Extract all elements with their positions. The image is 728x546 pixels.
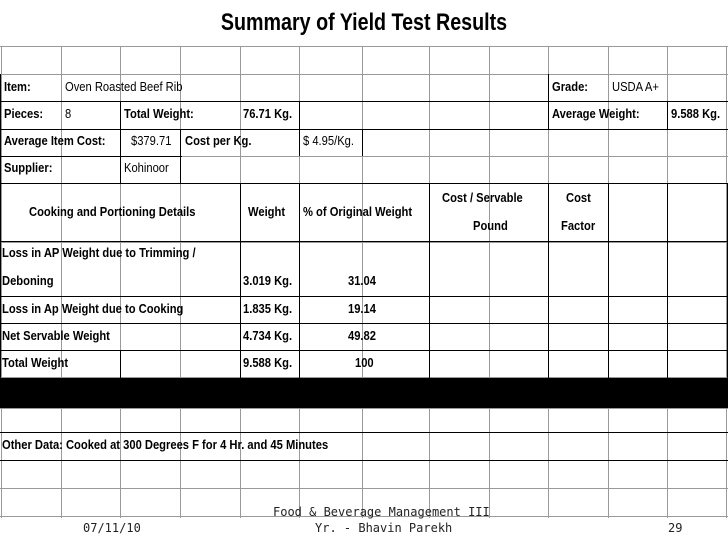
col-border — [299, 183, 300, 242]
yield-test-sheet: Summary of Yield Test Results Item: Oven… — [0, 9, 728, 518]
col-border — [362, 129, 363, 156]
row-pct: 100 — [355, 355, 374, 370]
row-label: Loss in AP Weight due to Trimming / — [2, 245, 196, 260]
grid-line — [61, 46, 62, 518]
col-border — [299, 242, 300, 378]
grid-line — [0, 156, 728, 157]
cost-per-kg-label: Cost per Kg. — [185, 133, 252, 148]
sheet-title: Summary of Yield Test Results — [220, 9, 508, 36]
footer-page-number: 29 — [668, 521, 683, 535]
header-cost-servable-1: Cost / Servable — [442, 190, 523, 205]
average-weight-label: Average Weight: — [552, 106, 640, 121]
row-weight: 4.734 Kg. — [243, 328, 293, 343]
row-border — [0, 432, 728, 433]
grade-value: USDA A+ — [612, 79, 659, 94]
row-border — [0, 350, 728, 351]
item-label: Item: — [4, 79, 31, 94]
other-data-note: Other Data: Cooked at 300 Degrees F for … — [2, 437, 329, 452]
grid-line — [726, 46, 727, 518]
row-border — [0, 296, 728, 297]
row-weight: 1.835 Kg. — [243, 301, 293, 316]
col-border — [608, 183, 609, 242]
grade-label: Grade: — [552, 79, 589, 94]
header-weight: Weight — [248, 204, 286, 219]
col-border — [120, 350, 121, 378]
grid-line — [0, 377, 728, 378]
item-value: Oven Roasted Beef Rib — [65, 79, 183, 94]
grid-line — [362, 46, 363, 518]
footer-author: Yr. - Bhavin Parekh — [315, 521, 453, 535]
pieces-value: 8 — [65, 106, 72, 121]
row-weight: 9.588 Kg. — [243, 355, 293, 370]
total-weight-label: Total Weight: — [124, 106, 194, 121]
col-border — [548, 242, 549, 378]
supplier-value: Kohinoor — [124, 160, 169, 175]
col-border — [240, 183, 241, 242]
row-label: Deboning — [2, 273, 54, 288]
grid-line — [120, 46, 121, 518]
row-border — [0, 101, 728, 102]
footer-date: 07/11/10 — [83, 521, 141, 535]
row-weight: 3.019 Kg. — [243, 273, 293, 288]
header-cost-servable-2: Pound — [473, 218, 508, 233]
col-border — [667, 101, 668, 129]
row-pct: 31.04 — [348, 273, 376, 288]
row-border — [0, 323, 728, 324]
row-border — [0, 129, 728, 130]
grid-line — [489, 46, 490, 518]
row-border — [0, 460, 728, 461]
col-border — [180, 129, 181, 184]
header-pct: % of Original Weight — [303, 204, 413, 219]
header-details: Cooking and Portioning Details — [29, 204, 196, 219]
grid-line — [0, 74, 728, 75]
col-border — [548, 183, 549, 242]
supplier-label: Supplier: — [4, 160, 53, 175]
grid-line — [180, 46, 181, 518]
header-cost-factor-2: Factor — [561, 218, 596, 233]
col-border — [120, 101, 121, 184]
row-label: Total Weight — [2, 355, 69, 370]
average-weight-value: 9.588 Kg. — [671, 106, 721, 121]
col-border — [667, 242, 668, 378]
row-label: Loss in Ap Weight due to Cooking — [2, 301, 184, 316]
col-border — [608, 242, 609, 378]
average-item-cost-label: Average Item Cost: — [4, 133, 106, 148]
grid-line — [0, 488, 728, 489]
separator-band — [0, 378, 728, 408]
row-pct: 19.14 — [348, 301, 376, 316]
col-border — [299, 101, 300, 156]
col-border — [667, 183, 668, 242]
average-item-cost-value: $379.71 — [131, 133, 172, 148]
col-border — [548, 74, 549, 129]
row-pct: 49.82 — [348, 328, 376, 343]
row-border — [0, 156, 182, 157]
header-cost-factor-1: Cost — [566, 190, 591, 205]
cost-per-kg-value: $ 4.95/Kg. — [303, 133, 354, 148]
grid-line — [1, 46, 2, 518]
grid-line — [0, 516, 728, 517]
col-border — [429, 242, 430, 378]
row-label: Net Servable Weight — [2, 328, 110, 343]
col-border — [429, 183, 430, 242]
grid-line — [0, 408, 728, 409]
grid-line — [0, 242, 728, 243]
grid-line — [0, 46, 728, 47]
col-border — [240, 242, 241, 378]
pieces-label: Pieces: — [4, 106, 44, 121]
total-weight-value: 76.71 Kg. — [243, 106, 293, 121]
